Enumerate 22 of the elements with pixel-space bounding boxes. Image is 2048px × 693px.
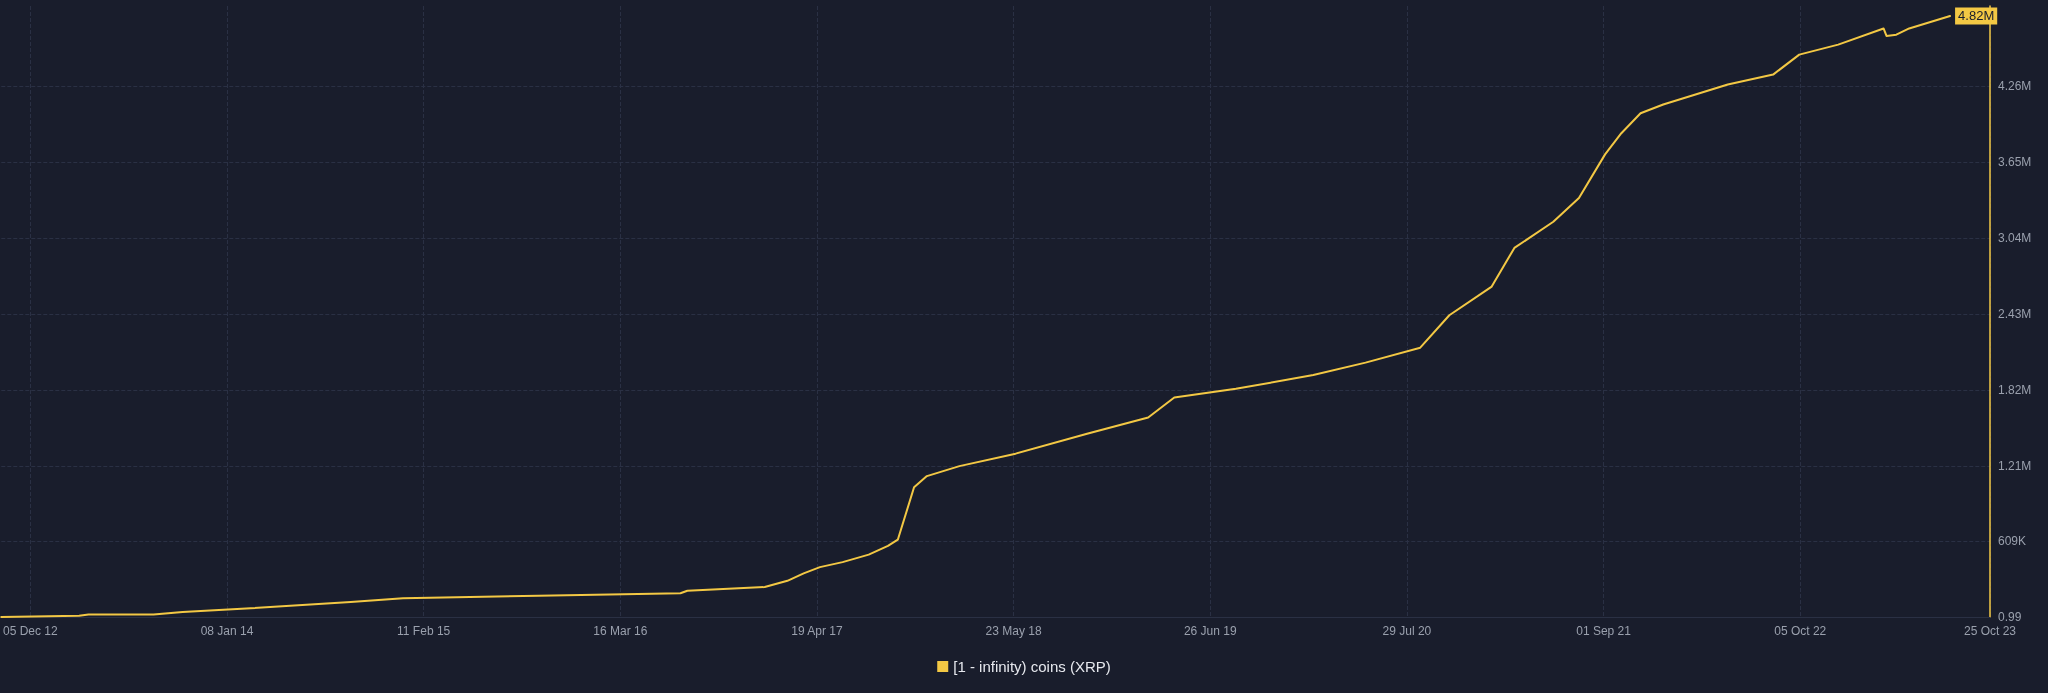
x-tick-label: 29 Jul 20 [1382, 624, 1432, 638]
x-tick-label: 05 Dec 12 [3, 624, 59, 638]
y-tick-label: 1.21M [1998, 459, 2032, 474]
y-tick-label: 0.99 [1998, 610, 2022, 624]
x-tick-label: 05 Oct 22 [1774, 624, 1827, 638]
y-tick-label: 1.82M [1998, 383, 2032, 398]
x-tick-label: 19 Apr 17 [791, 624, 843, 638]
x-tick-label: 23 May 18 [985, 624, 1042, 638]
x-tick-label: 25 Oct 23 [1963, 624, 2017, 638]
y-tick-label: 4.26M [1998, 78, 2032, 93]
x-tick-label: 01 Sep 21 [1576, 624, 1632, 638]
x-tick-label: 11 Feb 15 [397, 624, 451, 638]
y-tick-label: 2.43M [1998, 306, 2032, 321]
y-tick-label: 609K [1998, 534, 2027, 549]
y-tick-label: 3.04M [1998, 230, 2032, 245]
data-label: 4.82M [1958, 8, 1995, 24]
x-tick-label: 08 Jan 14 [200, 624, 254, 638]
x-tick-label: 16 Mar 16 [593, 624, 648, 638]
line-series [0, 14, 1952, 618]
x-tick-label: 26 Jun 19 [1183, 624, 1237, 638]
y-tick-label: 3.65M [1998, 154, 2032, 169]
legend-label: [1 - infinity) coins (XRP) [953, 658, 1111, 675]
